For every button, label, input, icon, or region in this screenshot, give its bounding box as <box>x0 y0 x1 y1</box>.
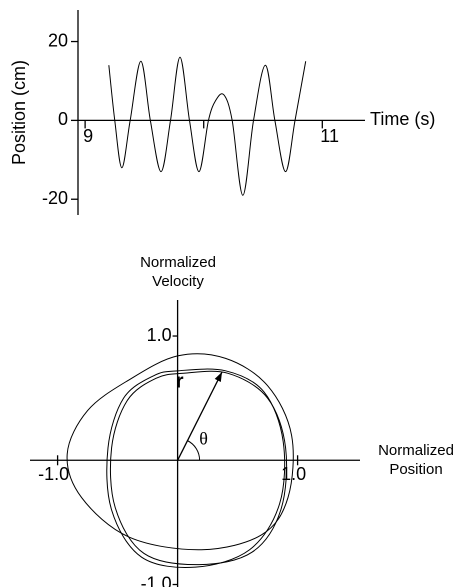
y-tick-label: -1.0 <box>141 573 172 587</box>
x-tick-label: 9 <box>83 126 93 146</box>
y-axis-label: Normalized Velocity <box>140 254 216 290</box>
annotation: r <box>176 371 184 393</box>
loop <box>106 368 286 568</box>
y-tick-label: 1.0 <box>147 325 172 345</box>
x-axis-label: Time (s) <box>370 109 435 129</box>
y-tick-label: -20 <box>42 188 68 208</box>
annotation: θ <box>199 428 208 448</box>
loop <box>66 353 294 551</box>
y-tick-label: 0 <box>58 109 68 129</box>
y-axis-label: Position (cm) <box>9 60 29 165</box>
arrow-head <box>214 372 222 382</box>
theta-arc <box>187 440 201 461</box>
x-tick-label: 11 <box>320 126 339 146</box>
r-vector <box>177 371 223 461</box>
x-tick-label: 1.0 <box>281 464 306 484</box>
line <box>108 56 307 196</box>
loop <box>109 370 288 566</box>
x-tick-label: -1.0 <box>38 464 69 484</box>
y-tick-label: 20 <box>48 30 68 50</box>
x-axis-label: Normalized Position <box>378 442 454 478</box>
